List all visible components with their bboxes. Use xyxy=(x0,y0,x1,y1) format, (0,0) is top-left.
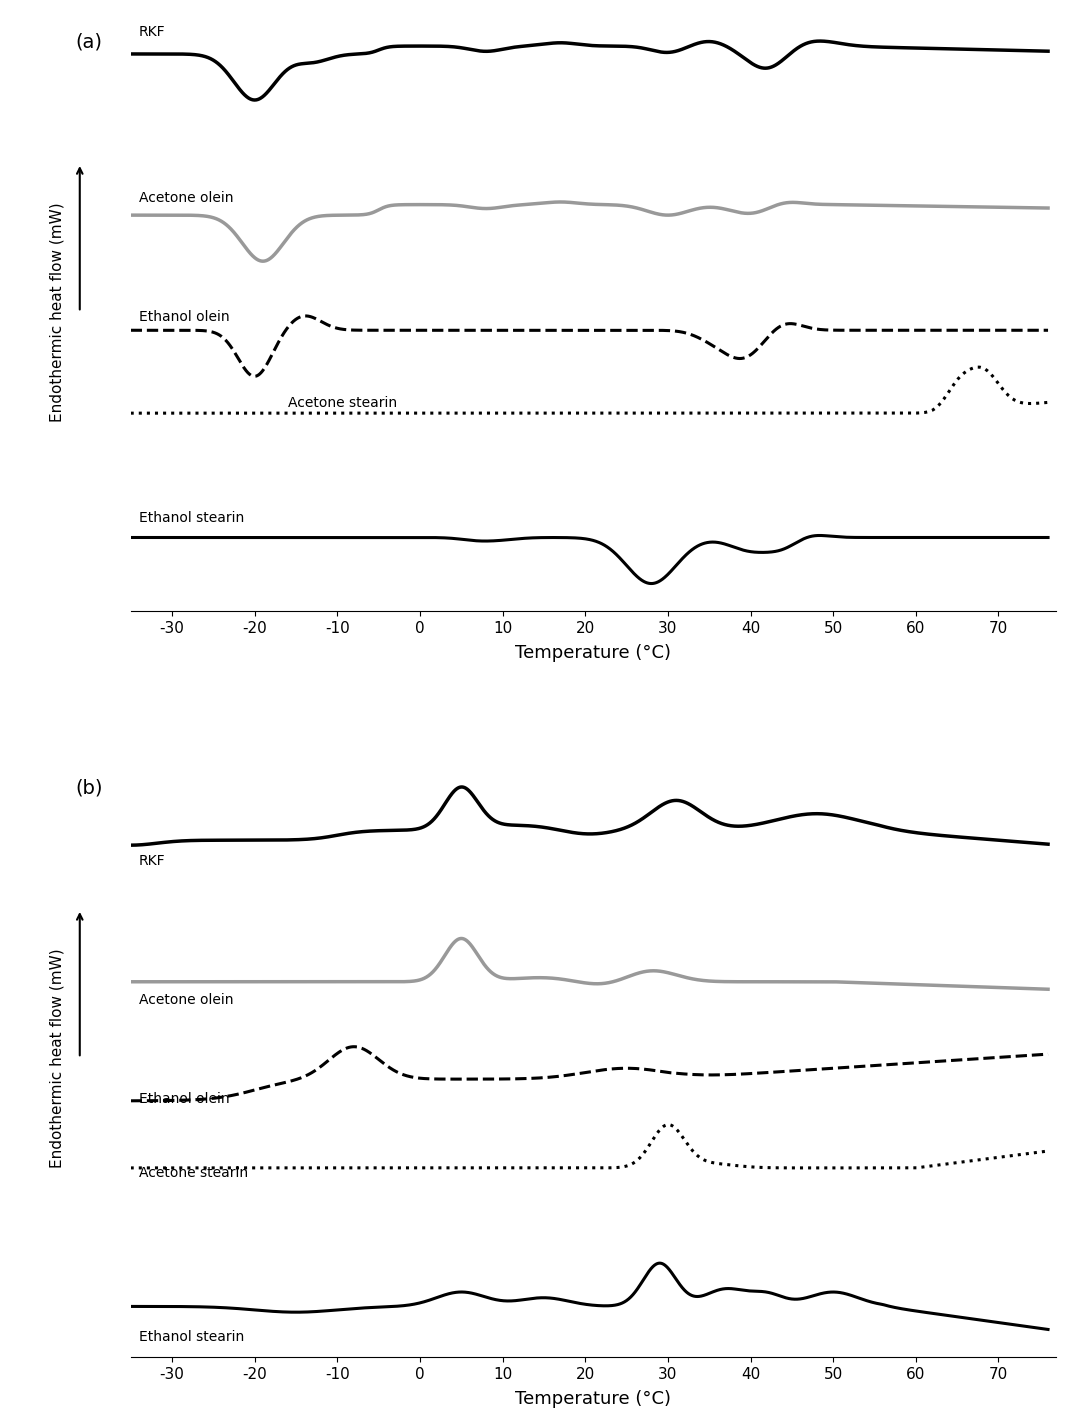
Text: Acetone olein: Acetone olein xyxy=(139,190,233,204)
Text: Acetone stearin: Acetone stearin xyxy=(139,1165,248,1180)
Text: RKF: RKF xyxy=(139,854,165,868)
Text: Endothermic heat flow (mW): Endothermic heat flow (mW) xyxy=(49,203,64,423)
X-axis label: Temperature (°C): Temperature (°C) xyxy=(515,644,671,663)
Text: Ethanol stearin: Ethanol stearin xyxy=(139,511,244,524)
Text: Endothermic heat flow (mW): Endothermic heat flow (mW) xyxy=(49,948,64,1168)
Text: Ethanol olein: Ethanol olein xyxy=(139,310,230,324)
Text: (b): (b) xyxy=(75,778,102,797)
X-axis label: Temperature (°C): Temperature (°C) xyxy=(515,1389,671,1408)
Text: (a): (a) xyxy=(75,33,102,51)
Text: Ethanol olein: Ethanol olein xyxy=(139,1092,230,1107)
Text: RKF: RKF xyxy=(139,24,165,39)
Text: Acetone olein: Acetone olein xyxy=(139,992,233,1007)
Text: Ethanol stearin: Ethanol stearin xyxy=(139,1329,244,1344)
Text: Acetone stearin: Acetone stearin xyxy=(287,396,396,410)
